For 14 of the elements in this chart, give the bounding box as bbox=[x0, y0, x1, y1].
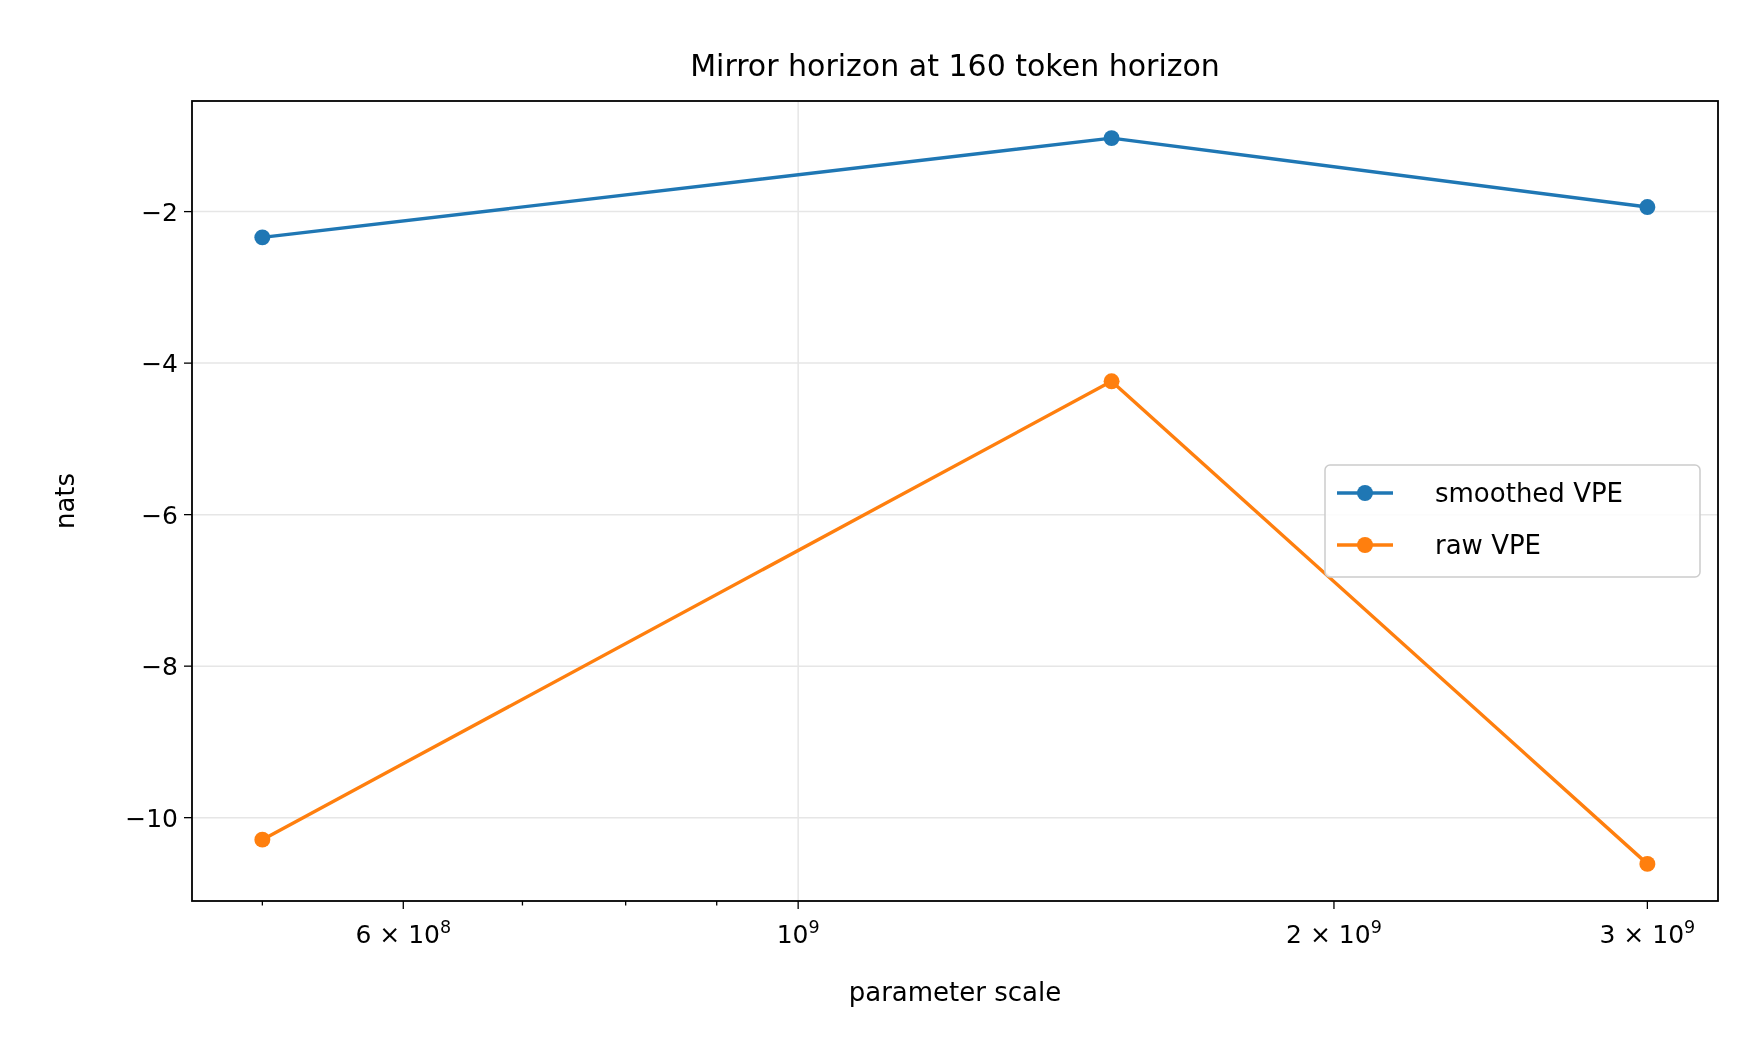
x-tick-label: 3 × 10$^{9}$ bbox=[1599, 917, 1696, 949]
legend-label: raw VPE bbox=[1435, 530, 1542, 560]
x-tick-label: 10$^{9}$ bbox=[776, 917, 820, 949]
x-tick-label: 6 × 10$^{8}$ bbox=[355, 917, 452, 949]
chart-title: Mirror horizon at 160 token horizon bbox=[690, 48, 1220, 83]
x-axis-title: parameter scale bbox=[848, 977, 1062, 1007]
y-axis-title: nats bbox=[50, 472, 80, 530]
y-tick-label: −4 bbox=[141, 349, 178, 379]
legend-label: smoothed VPE bbox=[1435, 478, 1624, 508]
y-tick-label: −2 bbox=[141, 197, 178, 227]
y-tick-label: −8 bbox=[141, 652, 178, 682]
x-tick-label: 2 × 10$^{9}$ bbox=[1286, 917, 1382, 949]
y-tick-label: −10 bbox=[125, 803, 178, 833]
y-tick-label: −6 bbox=[141, 500, 178, 530]
